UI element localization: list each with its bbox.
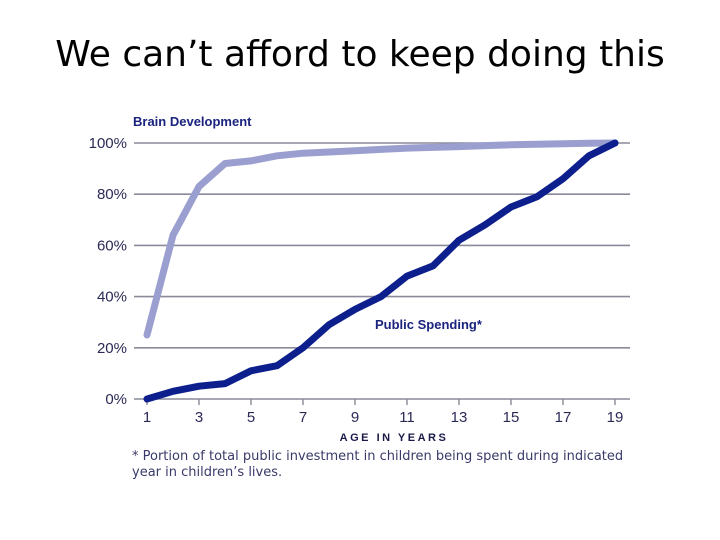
- footnote-line-2: year in children’s lives.: [132, 465, 283, 480]
- x-tick-label: 15: [503, 409, 520, 426]
- series-line-brain-development: [143, 139, 619, 339]
- x-tick-label: 9: [351, 409, 359, 426]
- x-tick-label: 11: [399, 409, 415, 426]
- x-tick-label: 19: [607, 409, 624, 426]
- x-tick-label: 5: [247, 409, 255, 426]
- grid-layer: 0%20%40%60%80%100%1 3 5 7 9 11 13 15 17 19: [89, 135, 630, 426]
- y-tick-label: 60%: [97, 237, 127, 254]
- y-tick-label: 40%: [97, 289, 127, 306]
- footnote: * Portion of total public investment in …: [132, 449, 632, 481]
- x-tick-label: 1: [143, 409, 151, 426]
- series-line-public-spending: [143, 139, 619, 403]
- footnote-line-1: * Portion of total public investment in …: [132, 449, 624, 464]
- label-layer: Brain Development Public Spending* AGE I…: [133, 114, 483, 444]
- slide-title: We can’t afford to keep doing this: [55, 34, 665, 75]
- y-tick-label: 80%: [97, 186, 127, 203]
- series-label-brain-development: Brain Development: [133, 114, 252, 129]
- x-tick-label: 7: [299, 409, 307, 426]
- y-tick-label: 100%: [89, 135, 127, 152]
- x-tick-label: 3: [195, 409, 203, 426]
- series-layer: [143, 139, 619, 403]
- x-tick-label: 17: [555, 409, 572, 426]
- series-label-public-spending: Public Spending*: [375, 317, 483, 332]
- y-tick-label: 20%: [97, 340, 127, 357]
- x-tick-label: 13: [451, 409, 468, 426]
- x-axis-label: AGE IN YEARS: [340, 432, 449, 444]
- y-tick-label: 0%: [105, 391, 127, 408]
